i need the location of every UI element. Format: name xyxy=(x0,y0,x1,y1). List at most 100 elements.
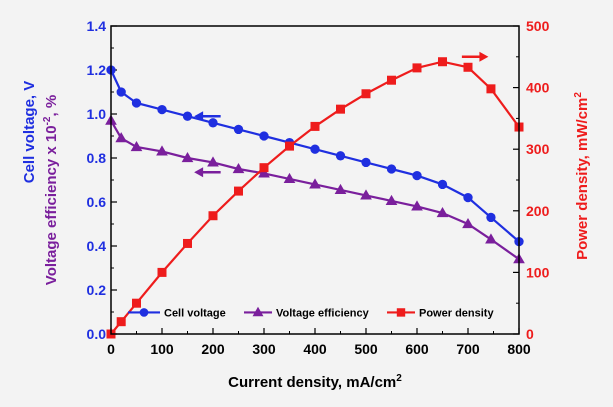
data-point-triangle xyxy=(436,206,449,218)
data-point-triangle xyxy=(232,162,245,174)
data-point-triangle xyxy=(309,178,321,189)
x-tick-label: 700 xyxy=(456,341,480,357)
data-point-square xyxy=(463,62,473,72)
data-point-circle xyxy=(259,131,269,141)
x-tick-label: 800 xyxy=(507,341,531,357)
x-tick-label: 600 xyxy=(405,341,429,357)
legend-item-voltage-efficiency: Voltage efficiency xyxy=(244,306,370,319)
x-axis-ticks: 0 100 200 300 400 500 600 700 800 xyxy=(107,328,531,357)
y-right-label-power-density: Power density, mW/cm2 xyxy=(573,92,591,260)
data-point-triangle xyxy=(385,194,398,205)
data-point-triangle xyxy=(360,189,372,200)
legend-label: Power density xyxy=(419,307,494,319)
series-layer xyxy=(105,57,525,339)
legend-label: Cell voltage xyxy=(164,307,226,319)
data-point-triangle xyxy=(181,151,194,163)
arrow-head xyxy=(194,167,204,178)
power-density-arrow xyxy=(461,51,489,62)
series-voltage-efficiency xyxy=(105,114,525,264)
series-cell-voltage xyxy=(106,65,524,247)
data-point-circle xyxy=(116,87,126,97)
data-point-square xyxy=(310,121,320,131)
x-tick-label: 100 xyxy=(150,341,174,357)
y-right-tick-label: 0 xyxy=(526,326,534,342)
voltage-efficiency-arrow xyxy=(194,167,221,178)
y-left-tick-label: 1.0 xyxy=(87,106,107,122)
legend: Cell voltage Voltage efficiency Power dens… xyxy=(128,306,494,319)
y-left-tick-label: 0.0 xyxy=(87,326,107,342)
data-point-circle xyxy=(335,151,346,161)
data-point-circle xyxy=(208,118,218,128)
y-right-tick-label: 400 xyxy=(526,80,550,96)
data-point-triangle xyxy=(207,156,219,167)
data-point-triangle xyxy=(283,172,296,183)
y-left-tick-label: 1.2 xyxy=(87,62,107,78)
data-point-triangle xyxy=(130,140,143,152)
x-axis-label: Current density, mA/cm2 xyxy=(228,373,402,391)
legend-item-power-density: Power density xyxy=(387,307,494,319)
data-point-circle xyxy=(139,308,149,317)
x-tick-label: 0 xyxy=(107,341,115,357)
data-point-circle xyxy=(131,98,142,108)
data-point-triangle xyxy=(156,145,168,156)
data-point-triangle xyxy=(411,200,423,211)
data-point-square xyxy=(285,141,294,151)
data-point-triangle xyxy=(115,132,128,143)
y-left-label-cell-voltage: Cell voltage, V xyxy=(21,81,38,184)
data-point-square xyxy=(412,63,422,73)
y-left-tick-label: 0.6 xyxy=(87,194,107,210)
data-point-square xyxy=(438,57,447,67)
legend-item-cell-voltage: Cell voltage xyxy=(128,307,226,319)
y-left-label-voltage-efficiency: Voltage efficiency x 10-2, % xyxy=(42,95,60,285)
y-right-tick-label: 100 xyxy=(526,264,550,280)
data-point-square xyxy=(336,104,345,114)
data-point-triangle xyxy=(462,217,474,229)
data-point-circle xyxy=(182,111,193,121)
axis-pointer-arrows xyxy=(194,51,489,178)
data-point-square xyxy=(234,186,243,196)
data-point-circle xyxy=(233,124,244,135)
data-point-square xyxy=(116,317,126,327)
data-point-square xyxy=(361,89,371,99)
y-left-tick-label: 1.4 xyxy=(87,18,107,34)
x-tick-label: 500 xyxy=(354,341,378,357)
data-point-square xyxy=(396,308,406,317)
x-tick-label: 200 xyxy=(201,341,225,357)
right-axis-ticks: 0 100 200 300 400 500 xyxy=(513,18,550,342)
data-point-circle xyxy=(157,104,167,115)
series-line xyxy=(110,60,520,335)
data-point-circle xyxy=(386,164,397,174)
data-point-triangle xyxy=(334,183,347,194)
plot-frame xyxy=(110,25,520,335)
data-point-triangle xyxy=(252,306,264,317)
x-tick-label: 400 xyxy=(303,341,327,357)
arrow-head xyxy=(479,51,489,62)
data-point-circle xyxy=(463,192,473,203)
data-point-square xyxy=(183,238,192,248)
data-point-square xyxy=(132,298,141,308)
data-point-circle xyxy=(361,157,371,168)
x-tick-label: 300 xyxy=(252,341,276,357)
data-point-circle xyxy=(486,212,496,223)
y-left-tick-label: 0.8 xyxy=(87,150,107,166)
data-point-circle xyxy=(310,144,320,154)
data-point-triangle xyxy=(485,233,497,244)
y-left-tick-label: 0.4 xyxy=(87,238,107,254)
data-point-square xyxy=(259,163,269,173)
data-point-circle xyxy=(437,179,448,190)
legend-label: Voltage efficiency xyxy=(276,307,370,319)
data-point-square xyxy=(387,75,396,85)
data-point-circle xyxy=(412,170,422,181)
y-right-tick-label: 300 xyxy=(526,141,550,157)
series-power-density xyxy=(106,57,524,339)
cell-voltage-arrow xyxy=(194,111,221,122)
data-point-square xyxy=(208,211,218,221)
y-right-tick-label: 200 xyxy=(526,203,550,219)
y-right-tick-label: 500 xyxy=(526,18,550,34)
left-axis-ticks: 0.0 0.2 0.4 0.6 0.8 1.0 1.2 1.4 xyxy=(87,18,117,342)
data-point-square xyxy=(486,84,496,94)
data-point-triangle xyxy=(258,167,270,178)
data-point-square xyxy=(157,267,167,277)
series-line xyxy=(110,69,520,243)
